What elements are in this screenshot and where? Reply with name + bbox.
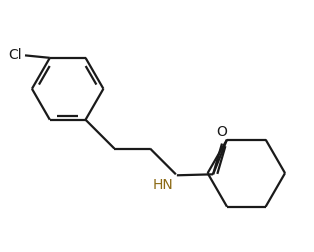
Text: O: O (217, 124, 227, 139)
Text: Cl: Cl (8, 48, 22, 62)
Text: HN: HN (153, 178, 173, 192)
